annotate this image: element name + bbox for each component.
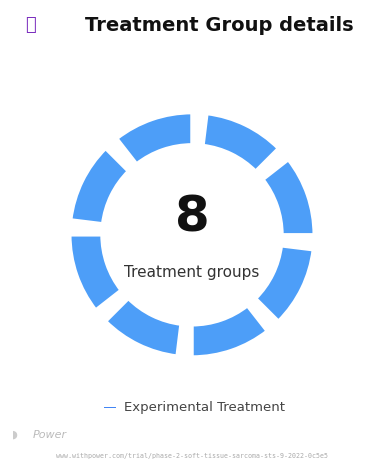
FancyBboxPatch shape xyxy=(104,407,116,408)
Wedge shape xyxy=(117,113,192,164)
Text: 👥: 👥 xyxy=(25,16,36,34)
Text: Experimental Treatment: Experimental Treatment xyxy=(124,401,285,414)
Text: www.withpower.com/trial/phase-2-soft-tissue-sarcoma-sts-9-2022-0c5e5: www.withpower.com/trial/phase-2-soft-tis… xyxy=(56,453,328,459)
Text: ◗: ◗ xyxy=(12,430,18,440)
Wedge shape xyxy=(70,235,121,310)
Wedge shape xyxy=(71,148,128,224)
Wedge shape xyxy=(256,246,313,321)
Text: Treatment groups: Treatment groups xyxy=(124,265,260,279)
Wedge shape xyxy=(106,299,181,356)
Wedge shape xyxy=(192,306,267,357)
Wedge shape xyxy=(203,113,278,171)
Text: 8: 8 xyxy=(175,194,209,242)
Text: Treatment Group details: Treatment Group details xyxy=(84,16,353,34)
Text: Power: Power xyxy=(33,430,67,440)
Wedge shape xyxy=(263,159,314,235)
